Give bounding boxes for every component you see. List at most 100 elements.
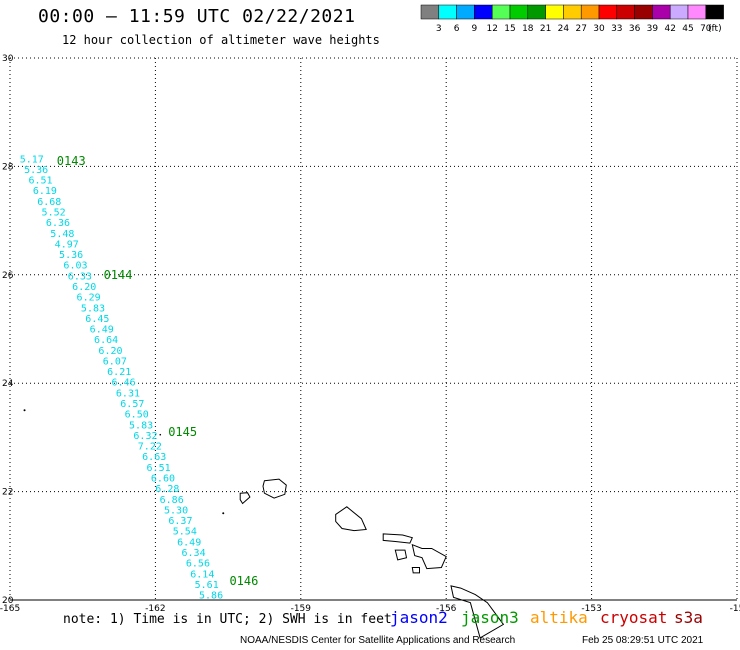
wave-height-label: 6.31 [116,388,140,399]
wave-height-label: 5.17 [20,154,44,165]
wave-height-label: 6.37 [168,516,192,527]
lat-tick-label: 26 [2,271,14,281]
time-label: 0145 [168,425,197,439]
wave-height-label: 5.36 [24,165,48,176]
wave-height-label: 5.83 [129,420,153,431]
wave-height-label: 5.83 [81,303,105,314]
wave-height-label: 5.30 [164,505,188,516]
lanai-island [394,549,408,561]
lon-tick-label: -153 [581,604,601,614]
wave-height-label: 6.34 [182,548,206,559]
small-island-dot [222,512,225,515]
time-label: 0143 [57,154,86,168]
wave-height-label: 5.52 [42,207,66,218]
lon-tick-label: -15 [730,604,740,614]
wave-height-label: 6.21 [107,367,131,378]
wave-height-label: 6.36 [46,218,70,229]
time-label: 0146 [229,574,258,588]
color-bin-label: 45 [682,24,693,34]
molokai-island [382,533,413,544]
color-bin-label: 70 [700,24,712,34]
wave-height-label: 6.29 [77,293,101,304]
grid-lines [10,57,737,600]
color-bin-label: 21 [540,24,551,34]
wave-height-label: 6.56 [186,559,210,570]
lat-tick-label: 24 [2,379,14,389]
wave-height-label: 5.86 [199,591,223,602]
lat-tick-label: 30 [2,54,14,64]
lon-tick-label: -162 [145,604,165,614]
color-bin-label: 42 [664,24,675,34]
map-subtitle: 12 hour collection of altimeter wave hei… [62,33,380,47]
time-label: 0144 [104,268,133,282]
wave-height-label: 5.61 [195,580,219,591]
hawaii-island [450,585,505,639]
wave-height-label: 5.48 [50,229,74,240]
satellite-label-jason2: jason2 [390,608,448,627]
color-bin-16 [705,4,724,20]
wave-height-label: 6.45 [85,314,109,325]
lat-tick-label: 20 [2,596,14,606]
wave-height-label: 6.60 [151,474,175,485]
wave-height-label: 6.49 [90,325,114,336]
oahu-island [335,506,367,532]
small-island-dot [159,433,162,436]
color-bin-label: 9 [472,24,478,34]
timestamp-text: Feb 25 08:29:51 UTC 2021 [582,635,704,646]
wave-height-label: 6.51 [28,176,52,187]
wave-height-label: 6.57 [120,399,144,410]
color-bin-label: 36 [629,24,641,34]
small-island-dot [23,409,26,412]
lon-tick-label: -165 [0,604,20,614]
units-note: note: 1) Time is in UTC; 2) SWH is in fe… [63,612,392,627]
color-bin-label: 6 [454,24,460,34]
color-scale-legend: 3 6 9 12 15 18 21 24 27 30 33 36 39 42 45 70(ft) [420,4,724,34]
lon-tick-label: -159 [291,604,312,614]
wave-height-label: 6.46 [112,378,136,389]
lat-tick-label: 28 [2,162,14,172]
wave-height-label: 6.33 [68,271,92,282]
niihau-island [239,492,251,505]
color-bin-label: 24 [558,24,570,34]
wave-height-label: 5.36 [59,250,83,261]
wave-height-label: 4.97 [55,239,79,250]
kauai-island [262,478,287,499]
color-bin-label: 39 [647,24,659,34]
color-bin-label: 18 [522,24,534,34]
wave-height-label: 6.50 [125,410,149,421]
wave-height-label: 6.68 [37,197,61,208]
wave-height-label: 5.54 [173,527,197,538]
wave-height-label: 6.32 [133,431,157,442]
wave-height-label: 6.63 [142,452,166,463]
wave-height-label: 6.03 [63,261,87,272]
credit-text: NOAA/NESDIS Center for Satellite Applica… [240,635,516,646]
color-bin-label: 27 [575,24,586,34]
wave-height-label: 6.28 [155,484,179,495]
color-bin-label: 30 [593,24,605,34]
color-bin-label: 12 [486,24,497,34]
satellite-label-altika: altika [530,608,588,627]
wave-height-label: 6.86 [160,495,184,506]
wave-height-label: 6.49 [177,537,201,548]
map-title: 00:00 – 11:59 UTC 02/22/2021 [38,6,356,27]
wave-height-label: 6.07 [103,356,127,367]
wave-height-label: 6.14 [190,569,214,580]
wave-height-label: 6.19 [33,186,57,197]
kahoolawe-island [411,567,420,574]
color-unit-label: (ft) [708,24,722,34]
satellite-label-jason3: jason3 [461,608,519,627]
altimeter-track: 5.175.366.516.196.685.526.365.484.975.36… [20,154,259,602]
satellite-label-s3a: s3a [674,608,703,627]
wave-height-label: 6.51 [147,463,171,474]
color-bin-label: 33 [611,24,622,34]
lon-tick-label: -156 [436,604,457,614]
maui-island [411,543,447,570]
wave-height-label: 7.22 [138,442,162,453]
color-bin-label: 3 [436,24,442,34]
coastlines [239,478,505,639]
lat-tick-label: 22 [2,488,13,498]
wave-height-label: 6.20 [72,282,96,293]
wave-height-label: 6.20 [98,346,122,357]
wave-height-label: 6.64 [94,335,118,346]
